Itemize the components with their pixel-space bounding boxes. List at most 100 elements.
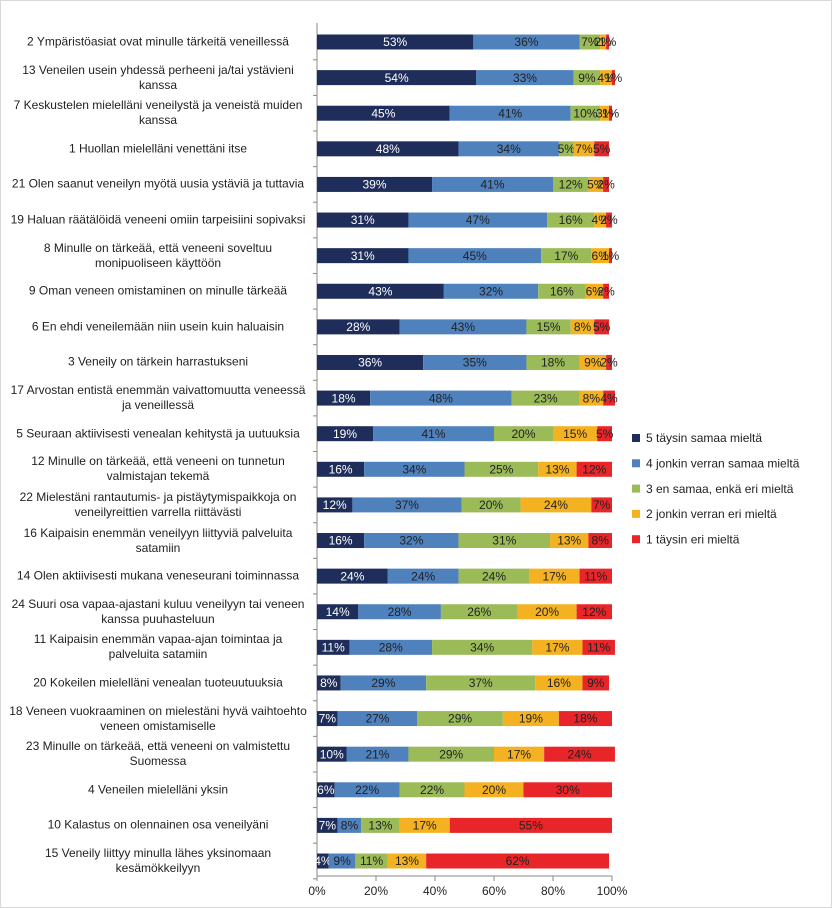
data-label: 21% bbox=[365, 747, 389, 761]
bar-segment bbox=[579, 354, 607, 370]
bar-segment bbox=[547, 212, 595, 228]
data-label: 24% bbox=[544, 498, 568, 512]
data-label: 20% bbox=[535, 605, 559, 619]
data-label: 4% bbox=[597, 71, 615, 85]
bar-segment bbox=[408, 746, 494, 762]
data-label: 13% bbox=[545, 462, 569, 476]
bar-segment bbox=[573, 70, 601, 86]
bar-segment bbox=[317, 390, 371, 406]
bar-segment bbox=[523, 782, 612, 798]
category-label: 11 Kaipaisin enemmän vapaa-ajan toiminta… bbox=[33, 632, 283, 662]
category-label: 4 Veneilen mielelläni yksin bbox=[87, 782, 229, 797]
data-label: 43% bbox=[451, 320, 475, 334]
data-label: 2% bbox=[600, 213, 618, 227]
bar-segment bbox=[579, 568, 612, 584]
bar-segment bbox=[550, 533, 589, 549]
bar-segment bbox=[340, 675, 427, 691]
data-label: 7% bbox=[319, 819, 337, 833]
data-label: 6% bbox=[317, 783, 335, 797]
data-label: 45% bbox=[371, 106, 395, 120]
data-label: 36% bbox=[514, 35, 538, 49]
bar-segment bbox=[603, 176, 610, 192]
bar-segment bbox=[317, 746, 347, 762]
legend-label: 3 en samaa, enkä eri mieltä bbox=[646, 482, 794, 496]
data-label: 18% bbox=[573, 712, 597, 726]
data-label: 34% bbox=[402, 462, 426, 476]
data-label: 11% bbox=[584, 569, 607, 583]
data-label: 10% bbox=[573, 106, 597, 120]
bar-segment bbox=[449, 105, 571, 121]
bar-segment bbox=[606, 354, 612, 370]
bar-segment bbox=[317, 639, 350, 655]
bar-segment bbox=[370, 390, 512, 406]
category-label: 13 Veneilen usein yhdessä perheeni ja/ta… bbox=[22, 62, 294, 92]
x-tick-label: 0% bbox=[308, 884, 326, 898]
data-label: 16% bbox=[329, 534, 353, 548]
category-label: 6 En ehdi veneilemään niin usein kuin ha… bbox=[31, 319, 285, 334]
data-label: 41% bbox=[481, 178, 505, 192]
data-label: 48% bbox=[376, 142, 400, 156]
bar-segment bbox=[432, 639, 533, 655]
category-label: 19 Haluan räätälöidä veneeni omiin tarpe… bbox=[10, 212, 306, 227]
bar-segment bbox=[553, 176, 589, 192]
data-label: 5% bbox=[596, 427, 614, 441]
data-label: 41% bbox=[422, 427, 446, 441]
data-label: 54% bbox=[385, 71, 409, 85]
data-label: 12% bbox=[582, 462, 606, 476]
data-label: 9% bbox=[333, 854, 351, 868]
data-label: 7% bbox=[319, 712, 337, 726]
bar-segment bbox=[558, 141, 574, 157]
data-label: 28% bbox=[388, 605, 412, 619]
bar-segment bbox=[591, 497, 612, 513]
bar-segment bbox=[532, 639, 583, 655]
legend-swatch bbox=[632, 484, 640, 493]
data-label: 20% bbox=[482, 783, 506, 797]
bar-segment bbox=[603, 283, 610, 299]
data-label: 13% bbox=[368, 819, 392, 833]
category-label: 15 Veneily liittyy minulla lähes yksinom… bbox=[44, 846, 272, 875]
data-label: 5% bbox=[593, 142, 611, 156]
data-label: 6% bbox=[592, 249, 610, 263]
legend-swatch bbox=[632, 434, 640, 442]
data-label: 2% bbox=[597, 178, 615, 192]
data-label: 5% bbox=[587, 178, 605, 192]
data-label: 31% bbox=[351, 213, 375, 227]
data-label: 22% bbox=[420, 783, 444, 797]
data-label: 48% bbox=[429, 391, 453, 405]
data-label: 4% bbox=[592, 213, 610, 227]
bar-segment bbox=[609, 248, 612, 264]
data-label: 17% bbox=[542, 569, 566, 583]
data-label: 16% bbox=[547, 676, 571, 690]
bar-segment bbox=[355, 853, 388, 869]
category-label: 16 Kaipaisin enemmän veneilyyn liittyviä… bbox=[23, 525, 293, 555]
category-label: 21 Olen saanut veneilyn myötä uusia ystä… bbox=[11, 176, 305, 191]
data-label: 17% bbox=[507, 747, 531, 761]
bar-segment bbox=[544, 746, 615, 762]
bar-segment bbox=[317, 70, 477, 86]
data-label: 8% bbox=[583, 391, 601, 405]
data-label: 41% bbox=[498, 106, 522, 120]
data-label: 1% bbox=[599, 35, 617, 49]
bar-segment bbox=[352, 497, 462, 513]
bar-segment bbox=[361, 817, 400, 833]
bar-segment bbox=[541, 248, 592, 264]
bar-segment bbox=[494, 426, 553, 442]
x-tick-label: 20% bbox=[364, 884, 388, 898]
data-label: 11% bbox=[360, 854, 383, 868]
bar-segment bbox=[579, 390, 604, 406]
data-label: 15% bbox=[563, 427, 587, 441]
category-label: 14 Olen aktiivisesti mukana veneseurani … bbox=[16, 568, 300, 583]
bar-segment bbox=[317, 176, 433, 192]
bar-segment bbox=[317, 817, 338, 833]
bar-segment bbox=[535, 675, 583, 691]
bar-segment bbox=[387, 568, 459, 584]
bar-segment bbox=[520, 497, 592, 513]
data-label: 19% bbox=[333, 427, 357, 441]
bar-segment bbox=[317, 568, 388, 584]
bar-segment bbox=[476, 70, 574, 86]
data-label: 43% bbox=[368, 284, 392, 298]
data-label: 36% bbox=[358, 356, 382, 370]
data-label: 24% bbox=[482, 569, 506, 583]
data-label: 24% bbox=[411, 569, 435, 583]
bar-segment bbox=[570, 105, 601, 121]
